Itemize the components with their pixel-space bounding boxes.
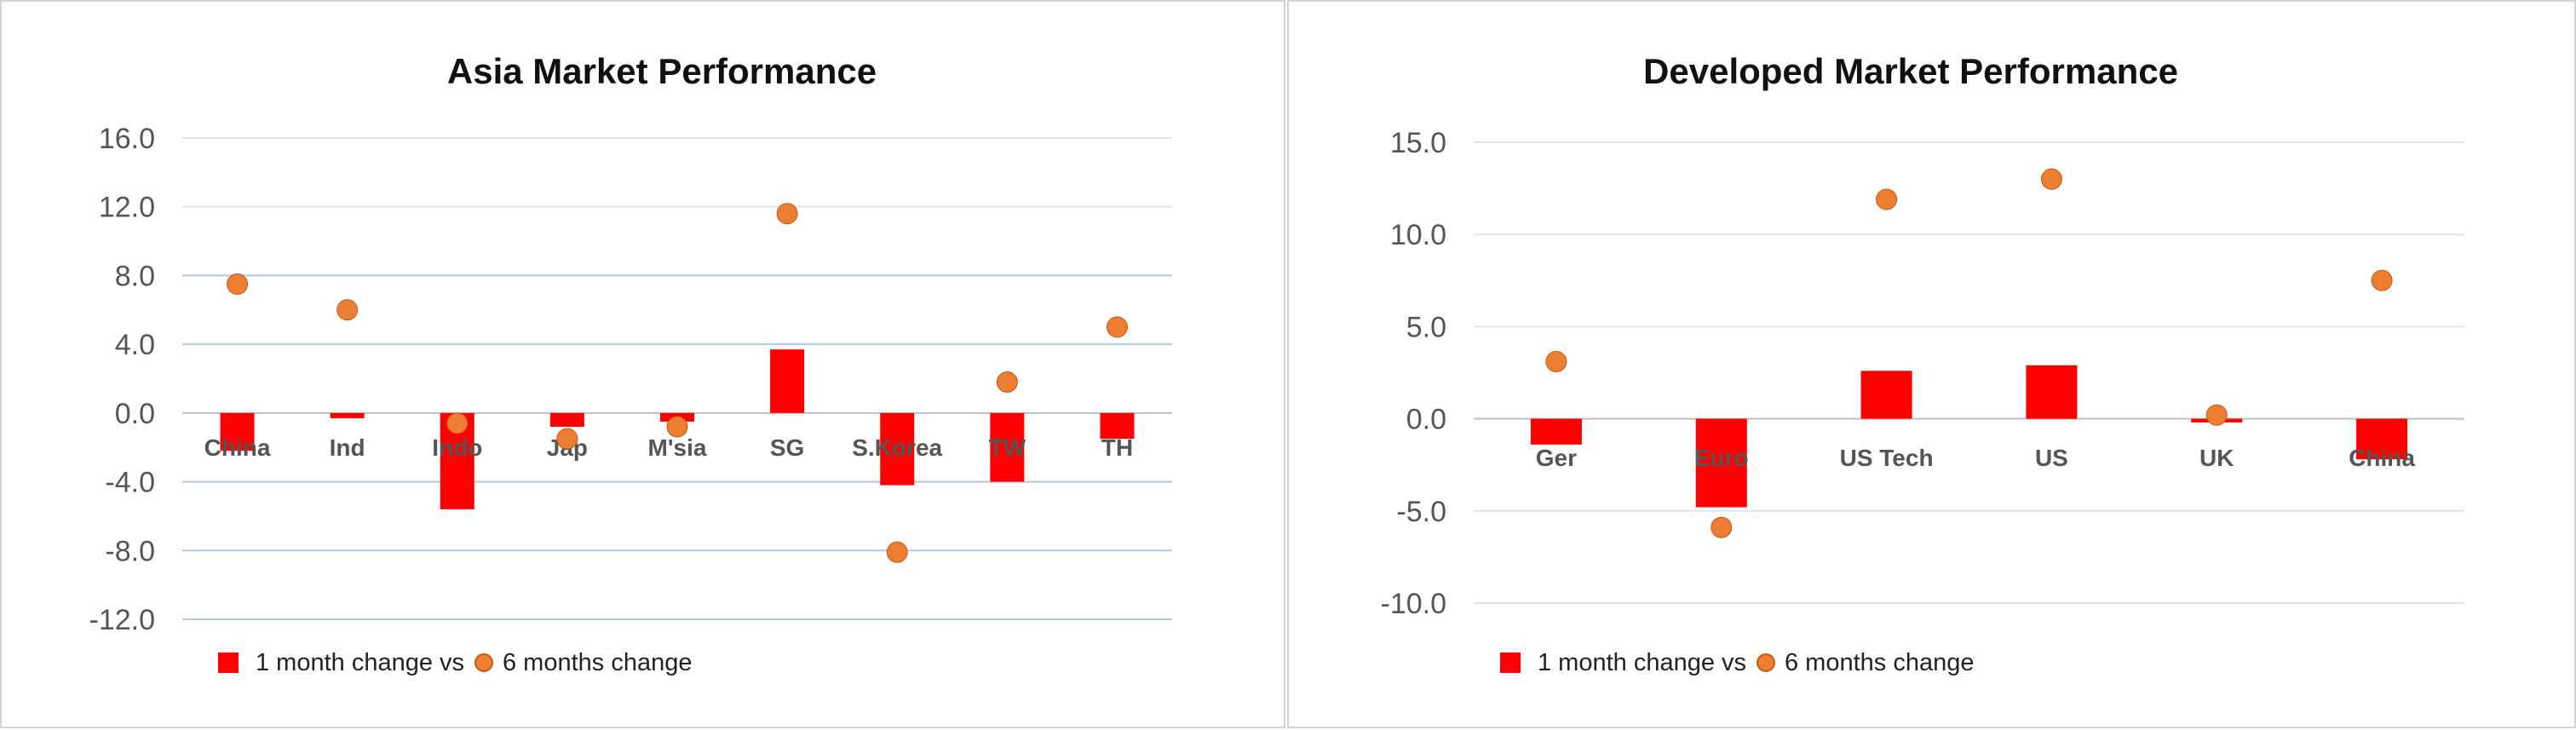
chart-title: Asia Market Performance <box>447 51 877 91</box>
y-tick-label: 15.0 <box>1390 127 1446 159</box>
legend-bar-swatch <box>1500 652 1521 673</box>
point-jap <box>556 428 578 450</box>
point-tw <box>996 371 1018 394</box>
category-label: TH <box>1101 434 1133 461</box>
point-indo <box>446 412 469 434</box>
bar-s-korea <box>880 412 915 486</box>
point-us-tech <box>1876 188 1898 210</box>
y-tick-label: -4.0 <box>105 467 155 499</box>
bar-sg <box>770 349 805 413</box>
y-tick-label: -12.0 <box>89 604 156 636</box>
y-tick-label: 16.0 <box>99 123 155 155</box>
legend-dot-swatch <box>1757 653 1775 672</box>
developed-chart-panel: Developed Market Performance 15.0 10.0 5.0 0… <box>1287 0 2576 728</box>
category-label: Ger <box>1536 445 1577 471</box>
category-label: SG <box>770 434 804 461</box>
point-ger <box>1545 351 1567 373</box>
category-label: S.Korea <box>852 434 942 461</box>
bar-jap <box>549 412 584 427</box>
category-label: US Tech <box>1840 445 1934 471</box>
y-tick-label: 0.0 <box>1406 404 1446 436</box>
developed-chart: Developed Market Performance 15.0 10.0 5.0 0… <box>1381 51 2464 676</box>
bar-th <box>1100 412 1135 440</box>
bar-ind <box>330 412 365 418</box>
bar-us-tech <box>1860 371 1912 419</box>
point-uk <box>2205 404 2228 426</box>
category-label: Ind <box>330 434 365 461</box>
bar-ger <box>1530 418 1582 445</box>
point-s-korea <box>886 541 908 563</box>
point-sg <box>776 203 798 225</box>
bar-tw <box>990 412 1025 482</box>
y-tick-label: -5.0 <box>1396 496 1446 528</box>
legend-bar-swatch <box>218 652 239 673</box>
point-th <box>1106 316 1128 338</box>
y-tick-label: 8.0 <box>115 260 155 292</box>
point-ind <box>336 299 359 321</box>
point-us <box>2040 168 2062 190</box>
legend-label-bar: 1 month change vs <box>256 649 464 676</box>
point-china <box>2371 269 2393 291</box>
y-tick-label: 0.0 <box>115 398 155 430</box>
category-label: Indo <box>432 434 482 461</box>
legend-label-dot: 6 months change <box>503 649 692 676</box>
point-euro <box>1711 516 1733 538</box>
category-label: China <box>2349 445 2415 471</box>
category-label: Euro <box>1694 445 1749 471</box>
bar-china <box>2356 418 2408 460</box>
y-tick-label: 12.0 <box>99 192 155 224</box>
bar-euro <box>1695 418 1747 508</box>
y-tick-label: -8.0 <box>105 535 155 567</box>
asia-chart: Asia Market Performance 16.0 12.0 8.0 4.0 0.0… <box>89 51 1172 676</box>
category-label: M'sia <box>648 434 707 461</box>
asia-chart-panel: Asia Market Performance 16.0 12.0 8.0 4.0 0.0… <box>0 0 1285 728</box>
category-label: US <box>2035 445 2068 471</box>
point-china <box>227 273 249 296</box>
legend-label-dot: 6 months change <box>1785 649 1974 676</box>
y-tick-label: 5.0 <box>1406 311 1446 343</box>
legend-label-bar: 1 month change vs <box>1538 649 1746 676</box>
category-label: UK <box>2199 445 2234 471</box>
chart-title: Developed Market Performance <box>1643 51 2178 91</box>
category-label: China <box>204 434 271 461</box>
bar-us <box>2026 365 2078 419</box>
category-label: TW <box>989 434 1026 461</box>
y-tick-label: 10.0 <box>1390 219 1446 251</box>
y-tick-label: -10.0 <box>1381 588 1447 620</box>
legend-dot-swatch <box>474 653 493 672</box>
y-tick-label: 4.0 <box>115 329 155 361</box>
bar-china <box>220 412 255 451</box>
point-m-sia <box>666 416 688 438</box>
